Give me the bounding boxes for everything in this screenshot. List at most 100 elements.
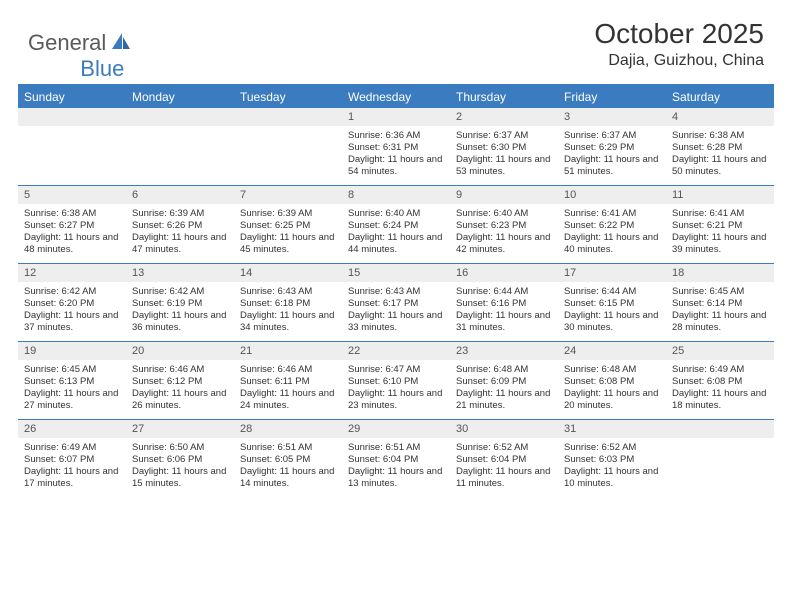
calendar-cell: 15Sunrise: 6:43 AMSunset: 6:17 PMDayligh… — [342, 264, 450, 341]
day-header-cell: Monday — [126, 86, 234, 108]
calendar-cell-empty — [666, 420, 774, 497]
day-number: 5 — [18, 186, 126, 205]
day-detail: Sunrise: 6:46 AMSunset: 6:11 PMDaylight:… — [234, 361, 342, 419]
calendar-cell: 3Sunrise: 6:37 AMSunset: 6:29 PMDaylight… — [558, 108, 666, 185]
day-detail: Sunrise: 6:48 AMSunset: 6:09 PMDaylight:… — [450, 361, 558, 419]
calendar: SundayMondayTuesdayWednesdayThursdayFrid… — [18, 84, 774, 497]
day-number: 19 — [18, 342, 126, 361]
calendar-cell: 30Sunrise: 6:52 AMSunset: 6:04 PMDayligh… — [450, 420, 558, 497]
day-header-cell: Wednesday — [342, 86, 450, 108]
day-number: 13 — [126, 264, 234, 283]
day-number: 24 — [558, 342, 666, 361]
day-number: 17 — [558, 264, 666, 283]
day-number: 31 — [558, 420, 666, 439]
day-detail: Sunrise: 6:51 AMSunset: 6:05 PMDaylight:… — [234, 439, 342, 497]
calendar-week: 12Sunrise: 6:42 AMSunset: 6:20 PMDayligh… — [18, 263, 774, 341]
calendar-cell: 1Sunrise: 6:36 AMSunset: 6:31 PMDaylight… — [342, 108, 450, 185]
calendar-cell: 20Sunrise: 6:46 AMSunset: 6:12 PMDayligh… — [126, 342, 234, 419]
calendar-cell: 24Sunrise: 6:48 AMSunset: 6:08 PMDayligh… — [558, 342, 666, 419]
day-detail: Sunrise: 6:52 AMSunset: 6:04 PMDaylight:… — [450, 439, 558, 497]
day-detail: Sunrise: 6:40 AMSunset: 6:23 PMDaylight:… — [450, 205, 558, 263]
calendar-cell: 4Sunrise: 6:38 AMSunset: 6:28 PMDaylight… — [666, 108, 774, 185]
day-number: 20 — [126, 342, 234, 361]
day-number — [18, 108, 126, 127]
day-number: 23 — [450, 342, 558, 361]
day-number: 25 — [666, 342, 774, 361]
calendar-cell: 14Sunrise: 6:43 AMSunset: 6:18 PMDayligh… — [234, 264, 342, 341]
day-detail: Sunrise: 6:39 AMSunset: 6:26 PMDaylight:… — [126, 205, 234, 263]
title-block: October 2025 Dajia, Guizhou, China — [594, 18, 764, 70]
day-number: 27 — [126, 420, 234, 439]
calendar-cell: 21Sunrise: 6:46 AMSunset: 6:11 PMDayligh… — [234, 342, 342, 419]
calendar-cell: 6Sunrise: 6:39 AMSunset: 6:26 PMDaylight… — [126, 186, 234, 263]
day-number — [666, 420, 774, 439]
day-number: 1 — [342, 108, 450, 127]
calendar-week: 1Sunrise: 6:36 AMSunset: 6:31 PMDaylight… — [18, 108, 774, 185]
day-detail: Sunrise: 6:45 AMSunset: 6:14 PMDaylight:… — [666, 283, 774, 341]
calendar-cell: 17Sunrise: 6:44 AMSunset: 6:15 PMDayligh… — [558, 264, 666, 341]
day-number: 22 — [342, 342, 450, 361]
calendar-cell: 29Sunrise: 6:51 AMSunset: 6:04 PMDayligh… — [342, 420, 450, 497]
calendar-cell: 23Sunrise: 6:48 AMSunset: 6:09 PMDayligh… — [450, 342, 558, 419]
day-detail — [126, 127, 234, 185]
calendar-cell: 9Sunrise: 6:40 AMSunset: 6:23 PMDaylight… — [450, 186, 558, 263]
calendar-week: 26Sunrise: 6:49 AMSunset: 6:07 PMDayligh… — [18, 419, 774, 497]
calendar-cell: 12Sunrise: 6:42 AMSunset: 6:20 PMDayligh… — [18, 264, 126, 341]
day-detail: Sunrise: 6:37 AMSunset: 6:29 PMDaylight:… — [558, 127, 666, 185]
day-number: 18 — [666, 264, 774, 283]
calendar-cell: 13Sunrise: 6:42 AMSunset: 6:19 PMDayligh… — [126, 264, 234, 341]
day-number: 15 — [342, 264, 450, 283]
day-detail: Sunrise: 6:49 AMSunset: 6:07 PMDaylight:… — [18, 439, 126, 497]
day-detail: Sunrise: 6:40 AMSunset: 6:24 PMDaylight:… — [342, 205, 450, 263]
day-header-cell: Sunday — [18, 86, 126, 108]
logo: General Blue — [28, 18, 124, 68]
calendar-cell: 8Sunrise: 6:40 AMSunset: 6:24 PMDaylight… — [342, 186, 450, 263]
location-label: Dajia, Guizhou, China — [594, 52, 764, 70]
day-number: 14 — [234, 264, 342, 283]
calendar-cell: 5Sunrise: 6:38 AMSunset: 6:27 PMDaylight… — [18, 186, 126, 263]
day-number: 28 — [234, 420, 342, 439]
calendar-cell: 26Sunrise: 6:49 AMSunset: 6:07 PMDayligh… — [18, 420, 126, 497]
calendar-cell: 27Sunrise: 6:50 AMSunset: 6:06 PMDayligh… — [126, 420, 234, 497]
day-detail: Sunrise: 6:44 AMSunset: 6:15 PMDaylight:… — [558, 283, 666, 341]
calendar-cell: 10Sunrise: 6:41 AMSunset: 6:22 PMDayligh… — [558, 186, 666, 263]
calendar-week: 19Sunrise: 6:45 AMSunset: 6:13 PMDayligh… — [18, 341, 774, 419]
calendar-cell: 2Sunrise: 6:37 AMSunset: 6:30 PMDaylight… — [450, 108, 558, 185]
day-number: 10 — [558, 186, 666, 205]
day-detail: Sunrise: 6:41 AMSunset: 6:21 PMDaylight:… — [666, 205, 774, 263]
day-detail: Sunrise: 6:42 AMSunset: 6:20 PMDaylight:… — [18, 283, 126, 341]
day-detail: Sunrise: 6:37 AMSunset: 6:30 PMDaylight:… — [450, 127, 558, 185]
day-number: 3 — [558, 108, 666, 127]
calendar-cell-empty — [18, 108, 126, 185]
day-number: 21 — [234, 342, 342, 361]
calendar-cell-empty — [234, 108, 342, 185]
day-detail: Sunrise: 6:36 AMSunset: 6:31 PMDaylight:… — [342, 127, 450, 185]
day-header-cell: Saturday — [666, 86, 774, 108]
day-detail: Sunrise: 6:50 AMSunset: 6:06 PMDaylight:… — [126, 439, 234, 497]
calendar-cell-empty — [126, 108, 234, 185]
day-detail: Sunrise: 6:51 AMSunset: 6:04 PMDaylight:… — [342, 439, 450, 497]
day-number: 6 — [126, 186, 234, 205]
calendar-cell: 11Sunrise: 6:41 AMSunset: 6:21 PMDayligh… — [666, 186, 774, 263]
calendar-cell: 22Sunrise: 6:47 AMSunset: 6:10 PMDayligh… — [342, 342, 450, 419]
day-header-cell: Thursday — [450, 86, 558, 108]
day-header-cell: Tuesday — [234, 86, 342, 108]
day-detail: Sunrise: 6:38 AMSunset: 6:28 PMDaylight:… — [666, 127, 774, 185]
day-number: 2 — [450, 108, 558, 127]
calendar-cell: 31Sunrise: 6:52 AMSunset: 6:03 PMDayligh… — [558, 420, 666, 497]
day-detail: Sunrise: 6:38 AMSunset: 6:27 PMDaylight:… — [18, 205, 126, 263]
day-number: 12 — [18, 264, 126, 283]
day-header-row: SundayMondayTuesdayWednesdayThursdayFrid… — [18, 86, 774, 108]
logo-text-blue: Blue — [80, 56, 124, 82]
day-number: 8 — [342, 186, 450, 205]
day-detail — [18, 127, 126, 185]
day-number: 9 — [450, 186, 558, 205]
day-detail: Sunrise: 6:43 AMSunset: 6:18 PMDaylight:… — [234, 283, 342, 341]
calendar-cell: 18Sunrise: 6:45 AMSunset: 6:14 PMDayligh… — [666, 264, 774, 341]
day-detail: Sunrise: 6:43 AMSunset: 6:17 PMDaylight:… — [342, 283, 450, 341]
day-number: 30 — [450, 420, 558, 439]
calendar-cell: 19Sunrise: 6:45 AMSunset: 6:13 PMDayligh… — [18, 342, 126, 419]
day-number: 29 — [342, 420, 450, 439]
day-number: 4 — [666, 108, 774, 127]
day-detail: Sunrise: 6:39 AMSunset: 6:25 PMDaylight:… — [234, 205, 342, 263]
